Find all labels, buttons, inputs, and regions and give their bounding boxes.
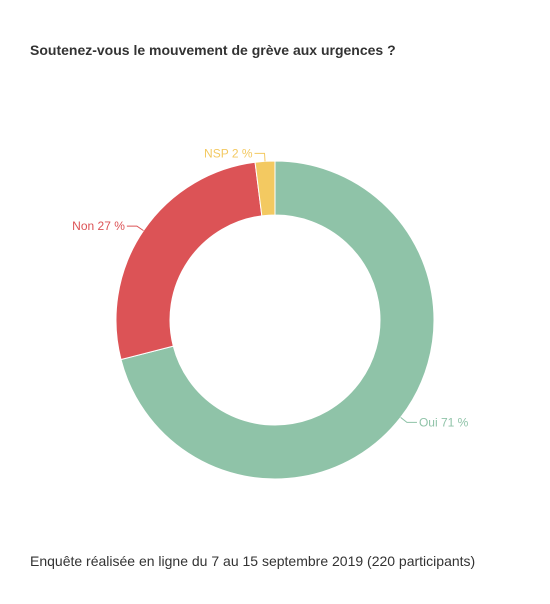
slice-label-non: Non 27 % bbox=[72, 219, 125, 233]
labels-group: Oui 71 % Non 27 % NSP 2 % bbox=[72, 146, 468, 429]
slice-label-oui: Oui 71 % bbox=[419, 415, 469, 429]
slices-group bbox=[115, 160, 435, 480]
label-leader-nsp bbox=[254, 152, 266, 162]
slice-nsp bbox=[254, 160, 276, 217]
label-leader-oui bbox=[400, 417, 417, 423]
slice-non bbox=[115, 161, 263, 361]
slice-oui bbox=[120, 160, 435, 480]
slice-label-nsp: NSP 2 % bbox=[204, 146, 253, 160]
chart-title: Soutenez-vous le mouvement de grève aux … bbox=[30, 42, 396, 58]
chart-footer: Enquête réalisée en ligne du 7 au 15 sep… bbox=[30, 553, 476, 569]
label-leader-non bbox=[126, 225, 144, 232]
